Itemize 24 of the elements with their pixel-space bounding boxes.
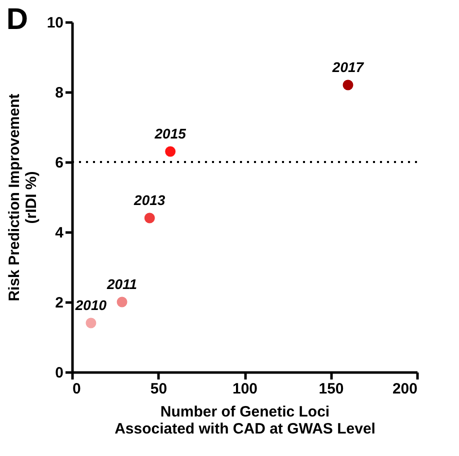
x-tick-label: 0 — [72, 380, 81, 398]
y-tick-label: 0 — [55, 364, 64, 382]
y-tick-label: 6 — [55, 154, 64, 172]
x-tick-label: 200 — [392, 380, 418, 398]
x-tick-label: 100 — [232, 380, 258, 398]
y-tick-label: 2 — [55, 294, 64, 312]
annotation: 2013 — [133, 192, 166, 208]
y-axis-title: Risk Prediction Improvement (rIDI %) — [6, 94, 40, 302]
point — [144, 212, 155, 224]
point — [116, 296, 128, 308]
x-axis-title: Number of Genetic Loci Associated with CAD at GWAS Level — [114, 404, 376, 438]
point — [342, 80, 354, 90]
x-tick-label: 50 — [150, 380, 168, 398]
y-tick-label: 4 — [55, 224, 64, 242]
x-tick-label: 150 — [318, 380, 344, 398]
annotation: 2015 — [154, 126, 186, 142]
annotation: 2010 — [74, 297, 107, 313]
point — [86, 318, 96, 328]
point — [165, 146, 176, 157]
y-tick-label: 8 — [55, 84, 64, 102]
chart-title: D — [6, 3, 28, 36]
annotation: 2017 — [331, 59, 365, 75]
annotation: 2011 — [106, 276, 138, 292]
y-tick-label: 10 — [46, 14, 64, 32]
